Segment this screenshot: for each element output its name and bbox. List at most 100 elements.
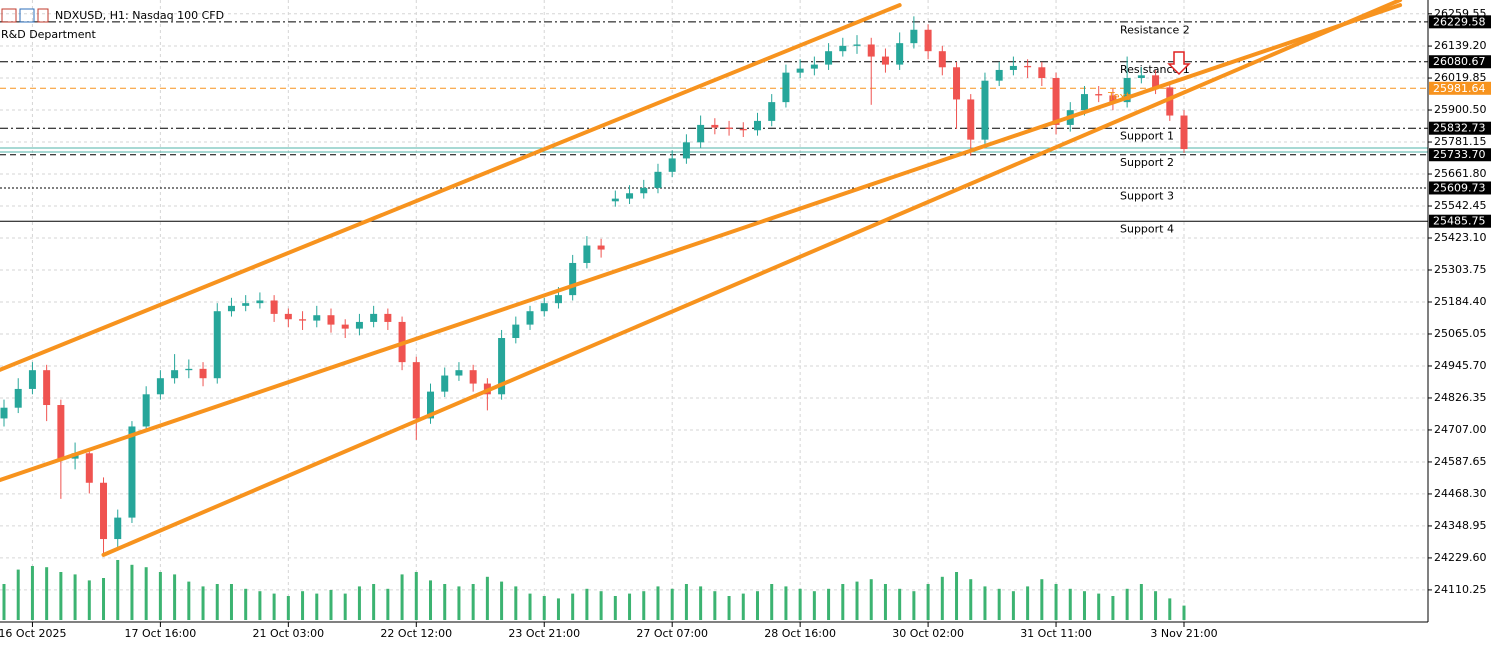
volume-bar (699, 586, 703, 620)
volume-bar (1082, 591, 1086, 620)
sell-arrow (1167, 51, 1191, 76)
level-price-box (1429, 15, 1491, 29)
candle-body (455, 370, 463, 376)
candle-body (242, 303, 250, 306)
level-price-box (1429, 121, 1491, 135)
y-tick-label: 24587.65 (1434, 455, 1487, 468)
volume-bar (343, 593, 347, 620)
candle-body (839, 45, 847, 52)
y-tick-label: 24707.00 (1434, 423, 1487, 436)
volume-bar (585, 588, 589, 620)
candle-body (43, 370, 51, 406)
icon (1, 8, 17, 23)
level-price-label: 25609.73 (1433, 181, 1486, 194)
candle-body (1109, 95, 1117, 103)
x-tick-label: 28 Oct 16:00 (764, 627, 836, 640)
level-price-box (1429, 148, 1491, 162)
candle-body (128, 426, 136, 518)
volume-bar (471, 584, 475, 620)
candle-body (697, 124, 705, 143)
level-price-label: 25981.64 (1433, 82, 1486, 95)
level-price-label: 25832.73 (1433, 122, 1486, 135)
candle-body (526, 311, 534, 325)
candle-body (640, 187, 648, 194)
volume-bar (983, 586, 987, 620)
y-tick-label: 24348.95 (1434, 519, 1487, 532)
channel-line (101, 0, 1403, 557)
volume-bar (1111, 596, 1115, 620)
chart-title: NDXUSD, H1: Nasdaq 100 CFD (55, 9, 224, 22)
candle-body (427, 391, 435, 419)
candle-body (1038, 67, 1046, 79)
candle-body (938, 51, 946, 68)
volume-bar (301, 591, 305, 620)
level-name: Support 1 (1120, 130, 1174, 143)
channel-layer (0, 0, 1403, 557)
volume-bar (883, 584, 887, 620)
volume-bar (969, 579, 973, 620)
x-tick-label: 21 Oct 03:00 (252, 627, 324, 640)
header-icons (1, 8, 49, 23)
volume-bar (571, 593, 575, 620)
volume-bar (855, 581, 859, 620)
level-price-box (1429, 214, 1491, 228)
candle-body (867, 44, 875, 57)
candle-body (441, 375, 449, 392)
candle-body (1052, 78, 1060, 125)
candle-body (1180, 115, 1188, 150)
y-tick-label: 26019.85 (1434, 71, 1487, 84)
y-tick-label: 26259.55 (1434, 7, 1487, 20)
candle-body (355, 321, 363, 329)
candle-body (14, 388, 22, 408)
x-tick-label: 27 Oct 07:00 (636, 627, 708, 640)
volume-bar (1125, 588, 1129, 620)
volume-bar (1139, 584, 1143, 620)
y-tick-label: 25184.40 (1434, 295, 1487, 308)
volume-bar (912, 591, 916, 620)
candle-body (796, 68, 804, 73)
volume-bar (798, 588, 802, 620)
volume-bar (116, 560, 120, 620)
candle-body (156, 378, 164, 395)
volume-bar (528, 593, 532, 620)
candle-body (924, 29, 932, 52)
level-price-label: 25733.70 (1433, 148, 1486, 161)
level-name: Support 3 (1120, 189, 1174, 202)
candle-body (370, 313, 378, 322)
volume-bar (45, 567, 49, 620)
y-tick-label: 24110.25 (1434, 583, 1487, 596)
candle-body (967, 99, 975, 140)
candle-body (85, 453, 93, 483)
level-name: Resistance 2 (1120, 23, 1190, 36)
x-tick-label: 23 Oct 21:00 (508, 627, 580, 640)
volume-bar (1154, 591, 1158, 620)
candle-body (384, 313, 392, 322)
candle-body (227, 305, 235, 312)
volume-bar (258, 591, 262, 620)
y-tick-label: 25065.05 (1434, 327, 1487, 340)
x-tick-label: 30 Oct 02:00 (892, 627, 964, 640)
candle-body (341, 324, 349, 329)
volume-bar (628, 593, 632, 620)
volume-bar (940, 576, 944, 620)
volume-bar (414, 572, 418, 620)
volume-bar (187, 581, 191, 620)
candle-body (583, 245, 591, 263)
volume-bar (642, 591, 646, 620)
volume-bar (215, 584, 219, 620)
volume-bar (130, 564, 134, 620)
volume-bar (286, 596, 290, 620)
candle-body (142, 394, 150, 427)
volume-bar (272, 593, 276, 620)
candle-body (739, 128, 747, 131)
y-tick-label: 25781.15 (1434, 135, 1487, 148)
candle-body (213, 311, 221, 379)
volume-bar (656, 586, 660, 620)
volume-layer (2, 560, 1186, 620)
candle-body (881, 56, 889, 65)
candle-body (327, 315, 335, 325)
candle-body (469, 370, 477, 384)
y-tick-label: 24826.35 (1434, 391, 1487, 404)
